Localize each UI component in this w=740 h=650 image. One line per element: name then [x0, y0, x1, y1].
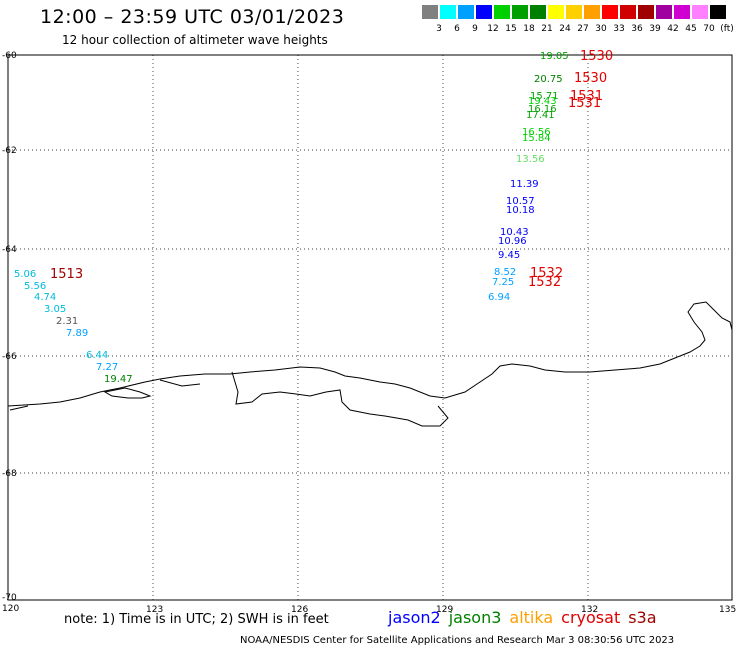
- colorscale-label: 42: [667, 24, 679, 34]
- wave-height-value: 19.05: [540, 51, 569, 62]
- colorscale-label: 27: [577, 24, 589, 34]
- colorscale-label: 33: [613, 24, 625, 34]
- colorscale-swatch: [494, 5, 510, 19]
- wave-height-value: 3.05: [44, 304, 67, 315]
- colorscale-label: 36: [631, 24, 643, 34]
- map-subtitle: 12 hour collection of altimeter wave hei…: [62, 33, 328, 47]
- colorscale-swatch: [638, 5, 654, 19]
- orbit-number: 1531: [570, 89, 604, 104]
- colorscale-swatch: [440, 5, 456, 19]
- wave-height-value: 8.52: [494, 267, 517, 278]
- lon-label-123: 123: [146, 605, 164, 615]
- colorscale-swatch: [584, 5, 600, 19]
- wave-height-value: 19.43: [528, 96, 557, 107]
- footnote: note: 1) Time is in UTC; 2) SWH is in fe…: [64, 612, 329, 627]
- colorscale-units: (ft): [720, 24, 734, 34]
- wave-height-value: 9.45: [498, 250, 521, 261]
- wave-height-value: 7.27: [96, 362, 119, 373]
- wave-height-value: 2.31: [56, 316, 79, 327]
- map-frame: [7, 54, 733, 601]
- colorscale-label: 21: [541, 24, 553, 34]
- wave-height-value: 20.75: [534, 74, 563, 85]
- colorscale-swatch: [458, 5, 474, 19]
- colorscale-swatch: [548, 5, 564, 19]
- colorscale-label: 12: [487, 24, 499, 34]
- lat-label-64: -64: [2, 245, 17, 255]
- lon-label-129: 129: [436, 605, 454, 615]
- wave-height-value: 5.56: [24, 281, 47, 292]
- colorscale-swatch: [656, 5, 672, 19]
- wave-height-value: 16.56: [522, 127, 551, 138]
- colorscale-label: 15: [505, 24, 517, 34]
- wave-height-value: 5.06: [14, 269, 37, 280]
- orbit-number: 1532: [528, 275, 562, 290]
- lat-label-66: -66: [2, 352, 17, 362]
- wave-height-value: 15.84: [522, 133, 551, 144]
- orbit-number: 1532: [530, 266, 564, 281]
- lat-label-62: -62: [2, 146, 17, 156]
- colorscale-swatch: [602, 5, 618, 19]
- colorscale-swatch: [710, 5, 726, 19]
- coastline-ice-shelf: [231, 371, 449, 427]
- colorscale-label: 30: [595, 24, 607, 34]
- orbit-number: 1530: [580, 49, 614, 64]
- orbit-number: 1513: [50, 267, 84, 282]
- wave-height-value: 6.94: [488, 292, 511, 303]
- colorscale-label: 18: [523, 24, 535, 34]
- colorscale-label: 9: [472, 24, 478, 34]
- orbit-number: 1531: [568, 96, 602, 111]
- wave-height-value: 10.96: [498, 236, 527, 247]
- lon-label-135: 135: [719, 605, 737, 615]
- wave-height-value: 4.74: [34, 292, 57, 303]
- wave-height-value: 6.44: [86, 350, 109, 361]
- colorscale-swatch: [422, 5, 438, 19]
- mission-legend-item: jason3: [448, 608, 502, 627]
- mission-legend-item: jason2: [388, 608, 441, 627]
- colorscale-label: 6: [454, 24, 460, 34]
- colorscale-swatch: [566, 5, 582, 19]
- lon-label-132: 132: [581, 605, 599, 615]
- lat-label-70: -70: [2, 593, 17, 603]
- wave-height-value: 15.71: [530, 91, 559, 102]
- colorscale-swatch: [674, 5, 690, 19]
- mission-legend-item: cryosat: [561, 608, 621, 627]
- wave-height-value: 17.41: [526, 110, 555, 121]
- orbit-number: 1530: [574, 71, 608, 86]
- mission-legend-item: altika: [509, 608, 554, 627]
- colorscale-label: 39: [649, 24, 661, 34]
- lat-label-68: -68: [2, 469, 17, 479]
- colorscale-swatch: [512, 5, 528, 19]
- coastline-inlet: [103, 387, 152, 399]
- colorscale-swatch: [620, 5, 636, 19]
- colorscale-label: 3: [436, 24, 442, 34]
- wave-height-value: 7.89: [66, 328, 89, 339]
- mission-legend: jason2 jason3 altika cryosat s3a: [388, 608, 665, 627]
- colorscale-swatch: [692, 5, 708, 19]
- lat-label-60: -60: [2, 51, 17, 61]
- colorscale-label: 24: [559, 24, 571, 34]
- lon-label-120: 120: [2, 604, 20, 614]
- wave-height-value: 10.57: [506, 196, 535, 207]
- map-title: 12:00 – 23:59 UTC 03/01/2023: [40, 6, 345, 28]
- wave-height-value: 10.18: [506, 205, 535, 216]
- colorscale-label: 45: [685, 24, 697, 34]
- antarctic-coastline: [7, 301, 733, 407]
- credit-line: NOAA/NESDIS Center for Satellite Applica…: [240, 635, 675, 646]
- wave-height-value: 19.47: [104, 374, 133, 385]
- coastline-lower: [9, 379, 201, 411]
- lon-label-126: 126: [291, 605, 309, 615]
- wave-height-value: 11.39: [510, 179, 539, 190]
- mission-legend-item: s3a: [628, 608, 657, 627]
- colorscale-swatch: [530, 5, 546, 19]
- colorscale-label: 70: [703, 24, 715, 34]
- wave-height-value: 13.56: [516, 154, 545, 165]
- wave-height-value: 10.43: [500, 227, 529, 238]
- wave-height-value: 7.25: [492, 277, 515, 288]
- graticule: [8, 55, 732, 600]
- wave-height-value: 16.16: [528, 104, 557, 115]
- colorscale-swatch: [476, 5, 492, 19]
